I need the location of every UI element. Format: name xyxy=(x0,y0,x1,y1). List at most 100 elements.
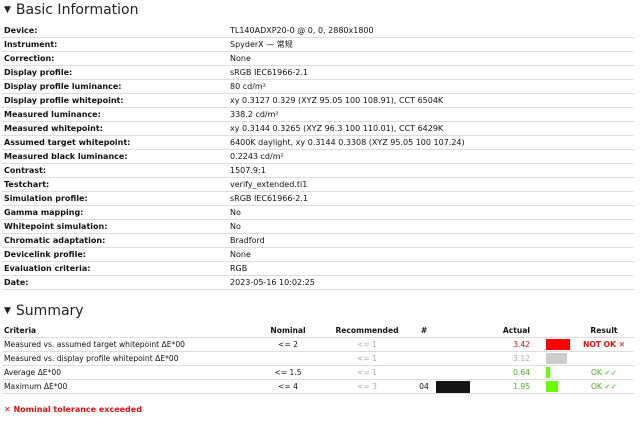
info-row: Display profile luminance: 80 cd/m² xyxy=(2,79,634,94)
nominal-cell: <= 4 xyxy=(256,379,320,394)
info-row: Devicelink profile: None xyxy=(2,247,634,262)
swatch-cell xyxy=(434,365,478,380)
info-value: 6400K daylight, xy 0.3144 0.3308 (XYZ 95… xyxy=(228,135,634,150)
info-row: Chromatic adaptation: Bradford xyxy=(2,233,634,248)
nominal-cell: <= 2 xyxy=(256,337,320,352)
section-title-summary[interactable]: ▼ Summary xyxy=(4,303,84,319)
info-value: No xyxy=(228,205,634,220)
result-cell: NOT OK ✕ xyxy=(574,337,634,352)
criteria-cell: Maximum ΔE*00 xyxy=(2,379,256,394)
collapse-triangle-icon[interactable]: ▼ xyxy=(4,306,11,316)
basic-info-table: Device: TL140ADXP20-0 @ 0, 0, 2880x1800 In… xyxy=(2,24,634,290)
header-actual: Actual xyxy=(478,324,544,338)
collapse-triangle-icon[interactable]: ▼ xyxy=(4,5,11,15)
patch-number-cell xyxy=(414,365,434,380)
color-swatch xyxy=(436,381,470,393)
swatch-cell xyxy=(434,337,478,352)
delta-bar xyxy=(546,381,558,392)
bar-cell xyxy=(544,365,574,380)
summary-header-row: Criteria Nominal Recommended # Actual Re… xyxy=(2,324,634,338)
info-value: TL140ADXP20-0 @ 0, 0, 2880x1800 xyxy=(228,24,634,38)
info-value: 338.2 cd/m² xyxy=(228,107,634,122)
info-value: 80 cd/m² xyxy=(228,79,634,94)
info-row: Instrument: SpyderX — 常规 xyxy=(2,37,634,52)
info-row: Measured black luminance: 0.2243 cd/m² xyxy=(2,149,634,164)
info-row: Simulation profile: sRGB IEC61966-2.1 xyxy=(2,191,634,206)
info-row: Whitepoint simulation: No xyxy=(2,219,634,234)
info-value: sRGB IEC61966-2.1 xyxy=(228,65,634,80)
recommended-cell: <= 3 xyxy=(320,379,414,394)
nominal-cell: <= 1.5 xyxy=(256,365,320,380)
info-row: Measured whitepoint: xy 0.3144 0.3265 (XY… xyxy=(2,121,634,136)
info-value: RGB xyxy=(228,261,634,276)
info-row: Date: 2023-05-16 10:02:25 xyxy=(2,275,634,290)
header-criteria: Criteria xyxy=(2,324,256,338)
info-label: Measured whitepoint: xyxy=(2,121,228,136)
result-cell: OK ✓✓ xyxy=(574,365,634,380)
swatch-cell xyxy=(434,351,478,366)
info-label: Assumed target whitepoint: xyxy=(2,135,228,150)
info-row: Measured luminance: 338.2 cd/m² xyxy=(2,107,634,122)
info-label: Simulation profile: xyxy=(2,191,228,206)
header-nominal: Nominal xyxy=(256,324,320,338)
summary-row: Average ΔE*00 <= 1.5 <= 1 0.64 OK ✓✓ xyxy=(2,365,634,380)
recommended-cell: <= 1 xyxy=(320,365,414,380)
patch-number-cell: 04 xyxy=(414,379,434,394)
info-label: Device: xyxy=(2,24,228,38)
info-value: SpyderX — 常规 xyxy=(228,37,634,52)
info-value: No xyxy=(228,219,634,234)
info-label: Display profile whitepoint: xyxy=(2,93,228,108)
info-row: Assumed target whitepoint: 6400K daylight… xyxy=(2,135,634,150)
bar-cell xyxy=(544,379,574,394)
info-label: Measured black luminance: xyxy=(2,149,228,164)
info-label: Chromatic adaptation: xyxy=(2,233,228,248)
info-value: verify_extended.ti1 xyxy=(228,177,634,192)
summary-table: Criteria Nominal Recommended # Actual Re… xyxy=(2,324,634,394)
result-cell: OK ✓✓ xyxy=(574,379,634,394)
info-value: None xyxy=(228,51,634,66)
info-value: None xyxy=(228,247,634,262)
info-label: Display profile: xyxy=(2,65,228,80)
info-value: xy 0.3144 0.3265 (XYZ 96.3 100 110.01), … xyxy=(228,121,634,136)
patch-number-cell xyxy=(414,351,434,366)
header-number: # xyxy=(414,324,434,338)
delta-bar xyxy=(546,367,550,378)
summary-row: Measured vs. display profile whitepoint … xyxy=(2,351,634,366)
info-label: Whitepoint simulation: xyxy=(2,219,228,234)
bar-cell xyxy=(544,337,574,352)
header-swatch xyxy=(434,324,478,338)
actual-cell: 1.95 xyxy=(478,379,544,394)
info-value: sRGB IEC61966-2.1 xyxy=(228,191,634,206)
info-row: Display profile: sRGB IEC61966-2.1 xyxy=(2,65,634,80)
info-value: Bradford xyxy=(228,233,634,248)
recommended-cell: <= 1 xyxy=(320,337,414,352)
info-label: Evaluation criteria: xyxy=(2,261,228,276)
info-label: Devicelink profile: xyxy=(2,247,228,262)
nominal-cell xyxy=(256,351,320,366)
section-title-basic[interactable]: ▼ Basic Information xyxy=(4,2,139,18)
criteria-cell: Measured vs. assumed target whitepoint Δ… xyxy=(2,337,256,352)
patch-number-cell xyxy=(414,337,434,352)
info-row: Contrast: 1507.9:1 xyxy=(2,163,634,178)
info-label: Gamma mapping: xyxy=(2,205,228,220)
info-row: Display profile whitepoint: xy 0.3127 0.3… xyxy=(2,93,634,108)
info-row: Device: TL140ADXP20-0 @ 0, 0, 2880x1800 xyxy=(2,24,634,38)
info-label: Display profile luminance: xyxy=(2,79,228,94)
header-bar xyxy=(544,324,574,338)
info-row: Testchart: verify_extended.ti1 xyxy=(2,177,634,192)
criteria-cell: Average ΔE*00 xyxy=(2,365,256,380)
info-row: Gamma mapping: No xyxy=(2,205,634,220)
info-value: 2023-05-16 10:02:25 xyxy=(228,275,634,290)
footnote-tolerance: ✕ Nominal tolerance exceeded xyxy=(4,405,142,414)
bar-cell xyxy=(544,351,574,366)
criteria-cell: Measured vs. display profile whitepoint … xyxy=(2,351,256,366)
actual-cell: 3.12 xyxy=(478,351,544,366)
info-label: Contrast: xyxy=(2,163,228,178)
summary-row: Measured vs. assumed target whitepoint Δ… xyxy=(2,337,634,352)
info-label: Correction: xyxy=(2,51,228,66)
info-value: xy 0.3127 0.329 (XYZ 95.05 100 108.91), … xyxy=(228,93,634,108)
actual-cell: 3.42 xyxy=(478,337,544,352)
result-cell xyxy=(574,351,634,366)
info-label: Measured luminance: xyxy=(2,107,228,122)
info-label: Testchart: xyxy=(2,177,228,192)
